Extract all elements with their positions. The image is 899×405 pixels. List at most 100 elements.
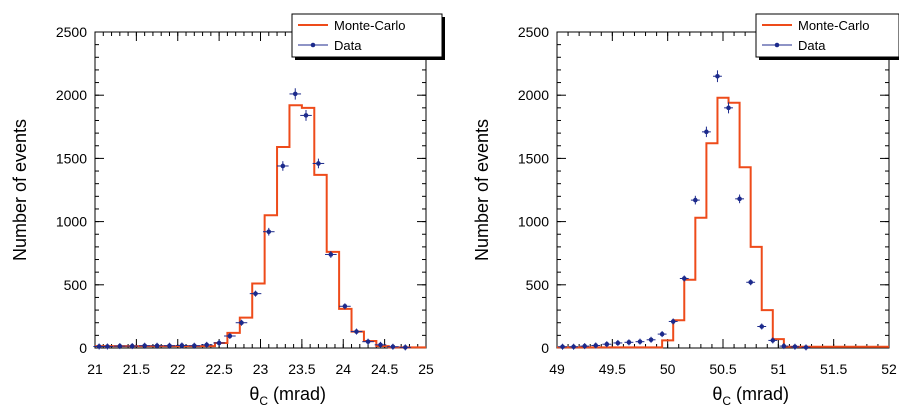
data-point [126, 343, 139, 350]
legend-swatch-data-marker [774, 42, 780, 48]
data-point-marker [693, 197, 698, 203]
data-point-marker [670, 319, 676, 324]
data-point [200, 341, 213, 348]
data-point-marker [179, 343, 185, 348]
x-axis-title: θC (mrad) [712, 384, 789, 405]
data-point [101, 343, 114, 350]
monte-carlo-step-line [95, 104, 426, 349]
data-point-marker [648, 337, 654, 343]
x-tick-label: 21.5 [123, 361, 150, 377]
data-point-marker [239, 320, 244, 326]
data-point [277, 161, 289, 171]
x-tick-label: 24.5 [371, 361, 398, 377]
data-point [249, 290, 262, 297]
x-axis-title-unit: (mrad) [731, 384, 789, 404]
data-point-marker [192, 343, 197, 349]
legend-box [291, 13, 443, 58]
data-point [602, 341, 612, 348]
legend: Monte-Carlo Data [755, 13, 899, 60]
data-point-marker [390, 344, 396, 350]
x-tick-label: 52 [881, 361, 897, 377]
chart-panel-1: 21 21.5 22 22.5 23 23.5 24 24.5 25 0 500 1000 1500 20… [10, 13, 445, 405]
x-tick-label: 23.5 [288, 361, 315, 377]
data-point-marker [704, 129, 709, 135]
x-tick-label: 49 [549, 361, 565, 377]
x-tick-label: 21 [87, 361, 103, 377]
data-point [591, 342, 601, 349]
y-tick-label: 500 [64, 277, 88, 293]
x-tick-label: 50 [660, 361, 676, 377]
data-point [690, 195, 700, 205]
data-point [657, 331, 667, 338]
monte-carlo-step-line [557, 96, 889, 349]
x-tick-label: 25 [418, 361, 434, 377]
data-point [339, 303, 351, 310]
data-point-marker [560, 344, 565, 350]
data-point-marker [792, 344, 798, 350]
y-tick-label: 500 [526, 277, 550, 293]
y-tick-label: 0 [541, 340, 549, 356]
data-point [801, 344, 811, 351]
data-point-marker [659, 331, 665, 337]
legend-label-data: Data [798, 38, 826, 53]
data-point [399, 344, 412, 351]
data-point [679, 275, 689, 282]
data-point [624, 339, 634, 346]
data-point-marker [328, 252, 334, 257]
data-point [151, 342, 163, 349]
data-point [724, 102, 733, 114]
plot-frame [94, 31, 427, 349]
x-tick-label: 50.5 [709, 361, 736, 377]
x-tick-label: 49.5 [599, 361, 626, 377]
data-point [262, 227, 275, 236]
x-axis-title-subscript: C [259, 394, 268, 405]
y-tick-label: 1500 [518, 150, 549, 166]
legend-label-data: Data [334, 38, 362, 53]
data-point-marker [142, 343, 147, 349]
data-point-marker [105, 344, 110, 349]
data-point [235, 319, 248, 326]
x-tick-label: 22.5 [206, 361, 233, 377]
data-point [300, 110, 312, 121]
x-tick-label: 51 [771, 361, 787, 377]
data-point [635, 338, 645, 345]
data-point [613, 339, 623, 346]
data-point [558, 343, 567, 350]
data-point-marker [117, 343, 123, 349]
data-point-marker [737, 196, 742, 202]
plot-frame [556, 31, 890, 349]
x-tick-label: 22 [170, 361, 186, 377]
data-point [350, 328, 363, 335]
data-point [701, 126, 711, 138]
data-point-marker [403, 345, 408, 350]
data-point [224, 332, 236, 339]
data-point [580, 343, 590, 350]
x-axis-title-symbol: θ [712, 384, 722, 404]
data-point-marker [378, 342, 383, 348]
data-point [138, 342, 151, 349]
data-point-marker [593, 343, 599, 348]
data-point [790, 343, 800, 350]
x-tick-label: 51.5 [820, 361, 847, 377]
data-point-marker [154, 343, 160, 349]
chart-panel-2: 49 49.5 50 50.5 51 51.5 52 0 500 1000 1500 2000 2500… [472, 13, 899, 405]
legend-label-monte-carlo: Monte-Carlo [798, 18, 870, 33]
legend-swatch-data-marker [310, 42, 316, 48]
data-point [362, 338, 374, 345]
x-tick-label: 23 [253, 361, 269, 377]
data-point-marker [316, 161, 321, 166]
data-point [746, 279, 756, 286]
y-tick-label: 2500 [56, 24, 87, 40]
data-point-marker [253, 291, 258, 296]
data-point-marker [781, 343, 787, 349]
x-axis-title: θC (mrad) [249, 384, 326, 405]
data-point [668, 318, 678, 325]
data-point-marker [167, 343, 172, 349]
data-point-marker [96, 344, 102, 349]
data-point [569, 343, 579, 350]
data-point-marker [681, 276, 687, 281]
data-point-marker [571, 344, 576, 350]
data-point-marker [637, 339, 643, 344]
data-point-marker [770, 338, 776, 343]
